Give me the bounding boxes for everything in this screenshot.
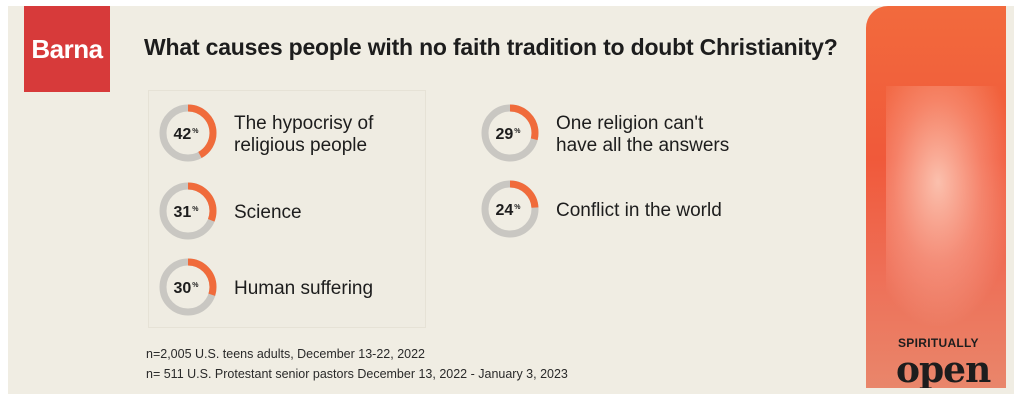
donut-value-arc — [481, 104, 539, 162]
donut-value-label: 42% — [173, 126, 199, 143]
spiritually-open-banner: SPIRITUALLY open — [866, 6, 1006, 388]
donut-value-label: 31% — [173, 204, 199, 221]
category-label: religious people — [234, 135, 367, 156]
category-label: Conflict in the world — [556, 200, 722, 221]
donut-value-arc — [159, 182, 217, 240]
donut-item: 30% Human suffering — [159, 258, 373, 316]
percent-sign: % — [192, 282, 199, 289]
donut-value-arc — [481, 180, 539, 238]
percent-sign: % — [514, 128, 521, 135]
barna-logo: Barna — [24, 6, 110, 92]
brand-spiritually: SPIRITUALLY — [898, 336, 979, 350]
category-label: One religion can't — [556, 113, 704, 134]
category-label: The hypocrisy of — [234, 113, 374, 134]
footnote-pastors: n= 511 U.S. Protestant senior pastors De… — [146, 367, 568, 381]
donut-value-arc — [159, 258, 217, 316]
donut-item: 24% Conflict in the world — [481, 180, 722, 238]
percent-sign: % — [192, 128, 199, 135]
donut-value-label: 30% — [173, 280, 199, 297]
footnote-teens: n=2,005 U.S. teens adults, December 13-2… — [146, 347, 425, 361]
chart-title: What causes people with no faith traditi… — [144, 34, 838, 60]
donut-item: 31% Science — [159, 182, 302, 240]
donut-value-label: 29% — [495, 126, 521, 143]
infographic-card: Barna What causes people with no faith t… — [8, 6, 1014, 394]
left-panel-background — [148, 90, 426, 328]
category-label: have all the answers — [556, 135, 729, 156]
hand-glow-image — [886, 86, 1006, 326]
brand-open: open — [896, 349, 991, 388]
category-label: Science — [234, 202, 302, 223]
percent-sign: % — [192, 206, 199, 213]
donut-value-arc — [159, 104, 217, 162]
category-label: Human suffering — [234, 278, 373, 299]
donut-value-label: 24% — [495, 202, 521, 219]
percent-sign: % — [514, 204, 521, 211]
